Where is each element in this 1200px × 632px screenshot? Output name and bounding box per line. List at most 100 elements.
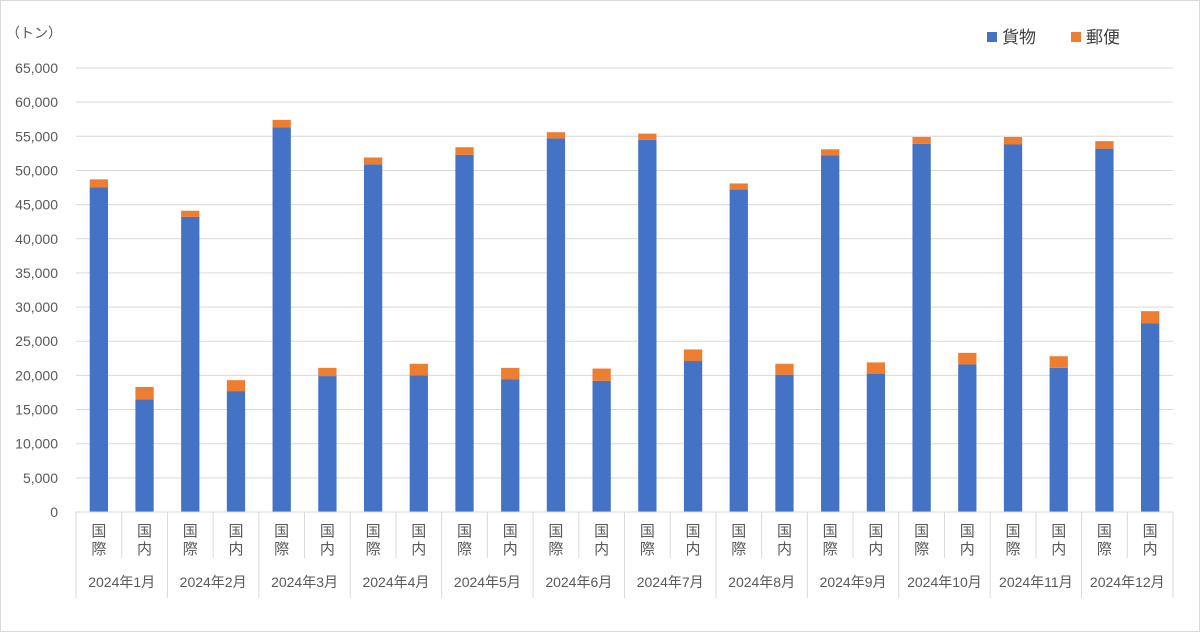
subcategory-label: 際 <box>1097 541 1112 558</box>
subcategory-label: 国 <box>1006 523 1021 540</box>
bar-segment-mail <box>912 136 931 144</box>
bar-segment-cargo <box>821 155 840 513</box>
subcategory-label: 国 <box>228 523 243 540</box>
legend-swatch-mail <box>1071 32 1081 42</box>
bar-segment-cargo <box>226 391 246 512</box>
subcategory-label: 際 <box>548 541 563 558</box>
bar-segment-mail <box>592 368 611 381</box>
legend: 貨物 郵便 <box>987 28 1120 47</box>
subcategory-label: 国 <box>1097 523 1112 540</box>
bar-segment-mail <box>958 352 977 365</box>
bar-segment-mail <box>1141 311 1160 324</box>
bar-segment-mail <box>409 363 428 376</box>
bar-segment-cargo <box>318 376 337 512</box>
y-tick-label: 5,000 <box>23 470 58 486</box>
bar-segment-cargo <box>546 138 566 512</box>
subcategory-label: 際 <box>183 541 198 558</box>
subcategory-label: 内 <box>777 541 792 558</box>
bar-segment-mail <box>318 367 337 377</box>
subcategory-label: 内 <box>503 541 518 558</box>
subcategory-label: 国 <box>183 523 198 540</box>
y-tick-label: 25,000 <box>15 333 58 349</box>
month-label: 2024年4月 <box>362 574 429 590</box>
bar-segment-cargo <box>1095 148 1114 512</box>
subcategory-label: 国 <box>823 523 838 540</box>
bar-segment-cargo <box>1141 323 1160 512</box>
month-label: 2024年10月 <box>907 574 982 590</box>
y-axis-unit-label: （トン） <box>6 25 62 41</box>
bar-segment-mail <box>363 157 383 165</box>
bar-segment-cargo <box>135 399 154 512</box>
subcategory-label: 国 <box>640 523 655 540</box>
month-label: 2024年6月 <box>545 574 612 590</box>
month-label: 2024年9月 <box>820 574 887 590</box>
y-tick-label: 60,000 <box>15 94 58 110</box>
subcategory-label: 内 <box>686 541 701 558</box>
bar-segment-mail <box>181 210 200 217</box>
bar-segment-mail <box>1003 136 1023 145</box>
bar-segment-cargo <box>363 164 383 512</box>
bar-segment-mail <box>501 367 520 380</box>
month-label: 2024年12月 <box>1090 574 1165 590</box>
y-axis-ticks: 0 5,000 10,000 15,000 20,000 25,000 30,000 35,0… <box>15 60 58 520</box>
subcategory-label: 国 <box>914 523 929 540</box>
bar-segment-cargo <box>1003 144 1023 512</box>
y-tick-label: 30,000 <box>15 299 58 315</box>
bar-segment-mail <box>455 147 474 155</box>
bar-segment-cargo <box>181 216 200 512</box>
bar-segment-cargo <box>409 375 428 512</box>
month-label: 2024年11月 <box>999 574 1073 590</box>
bar-segment-cargo <box>455 154 474 512</box>
subcategory-label: 際 <box>823 541 838 558</box>
month-label: 2024年8月 <box>728 574 795 590</box>
bar-segment-mail <box>775 363 794 375</box>
bar-segment-mail <box>1095 141 1114 149</box>
subcategory-label: 国 <box>731 523 746 540</box>
subcategory-label: 際 <box>274 541 289 558</box>
subcategory-label: 国 <box>137 523 152 540</box>
subcategory-label: 内 <box>1143 541 1158 558</box>
month-label: 2024年1月 <box>88 574 155 590</box>
subcategory-label: 国 <box>594 523 609 540</box>
bar-segment-cargo <box>272 127 291 513</box>
y-tick-label: 65,000 <box>15 60 58 76</box>
month-label: 2024年5月 <box>454 574 521 590</box>
subcategory-label: 際 <box>366 541 381 558</box>
subcategory-label: 国 <box>320 523 335 540</box>
subcategory-label: 国 <box>411 523 426 540</box>
bar-segment-mail <box>638 133 657 140</box>
subcategory-label: 際 <box>640 541 655 558</box>
bar-segment-cargo <box>958 364 977 512</box>
bar-segment-mail <box>89 179 108 188</box>
subcategory-label: 国 <box>960 523 975 540</box>
subcategory-label: 国 <box>91 523 106 540</box>
x-axis: 国際国内国際国内国際国内国際国内国際国内国際国内国際国内国際国内国際国内国際国内… <box>75 511 1174 598</box>
y-tick-label: 35,000 <box>15 265 58 281</box>
bar-segment-mail <box>226 380 246 392</box>
y-tick-label: 20,000 <box>15 367 58 383</box>
subcategory-label: 国 <box>503 523 518 540</box>
y-tick-label: 10,000 <box>15 436 58 452</box>
legend-label-cargo: 貨物 <box>1002 28 1036 47</box>
bar-segment-cargo <box>866 374 886 512</box>
bar-segment-cargo <box>1049 367 1068 512</box>
subcategory-label: 国 <box>1051 523 1066 540</box>
gridlines <box>76 67 1173 479</box>
month-label: 2024年3月 <box>271 574 338 590</box>
bar-segment-cargo <box>729 189 748 512</box>
subcategory-label: 内 <box>411 541 426 558</box>
bar-segment-cargo <box>592 380 611 512</box>
subcategory-label: 際 <box>457 541 472 558</box>
y-tick-label: 55,000 <box>15 128 58 144</box>
bar-segment-cargo <box>775 374 794 512</box>
bar-segment-mail <box>821 149 840 156</box>
y-tick-label: 50,000 <box>15 162 58 178</box>
subcategory-label: 国 <box>868 523 883 540</box>
subcategory-label: 内 <box>960 541 975 558</box>
bar-segment-mail <box>546 132 566 139</box>
y-tick-label: 15,000 <box>15 402 58 418</box>
month-label: 2024年2月 <box>180 574 247 590</box>
subcategory-label: 国 <box>457 523 472 540</box>
